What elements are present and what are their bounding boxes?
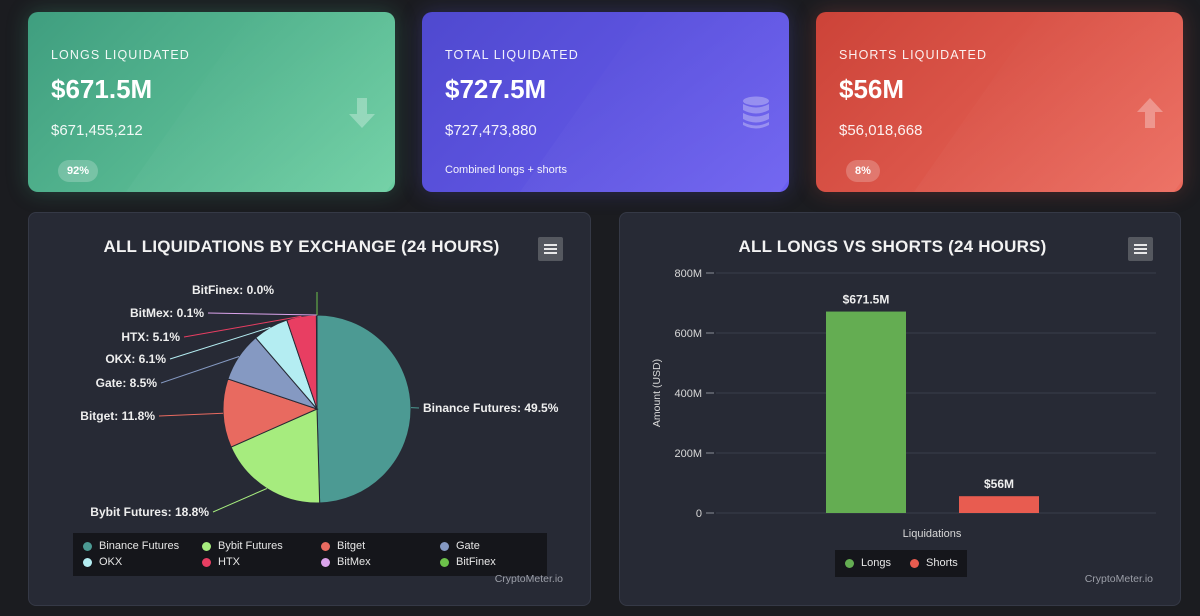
- menu-line: [544, 252, 557, 254]
- pie-connector-line: [212, 488, 268, 513]
- pie-data-label: BitFinex: 0.0%: [192, 283, 274, 297]
- pie-data-label: OKX: 6.1%: [105, 352, 166, 366]
- legend-marker: [910, 558, 919, 568]
- bar-data-label: $56M: [984, 477, 1014, 491]
- bar-data-label: $671.5M: [843, 293, 890, 307]
- pie-chart-menu-button[interactable]: [538, 237, 563, 261]
- legend-label: HTX: [218, 556, 240, 568]
- pie-legend: Binance Futures Bybit Futures Bitget Gate OK…: [73, 533, 547, 576]
- pie-connector-line: [169, 326, 271, 360]
- bar-legend: Longs Shorts: [835, 550, 967, 577]
- pie-connector-line: [158, 412, 224, 417]
- pie-connector-line: [207, 312, 317, 316]
- pie-data-label: Bybit Futures: 18.8%: [90, 505, 209, 519]
- shorts-card-value: $56M: [839, 74, 905, 104]
- longs-liquidated-card: LONGS LIQUIDATED $671.5M $671,455,212 92…: [28, 12, 395, 192]
- legend-item-bybit-futures[interactable]: Bybit Futures: [202, 540, 283, 552]
- menu-line: [1134, 252, 1147, 254]
- pie-data-label: Gate: 8.5%: [96, 376, 158, 390]
- pie-data-label: Bitget: 11.8%: [80, 409, 155, 423]
- pie-connector-line: [160, 356, 240, 384]
- shorts-percent-badge: 8%: [846, 160, 880, 182]
- total-card-label: TOTAL LIQUIDATED: [445, 48, 579, 62]
- legend-marker: [321, 557, 330, 567]
- legend-label: BitMex: [337, 556, 371, 568]
- legend-item-shorts[interactable]: Shorts: [910, 557, 958, 569]
- y-tick-label: 200M: [674, 448, 702, 460]
- legend-item-gate[interactable]: Gate: [440, 540, 480, 552]
- pie-slice-binance-futures[interactable]: [316, 314, 412, 504]
- legend-label: Gate: [456, 540, 480, 552]
- bar-chart: 0 200M 400M 600M 800M Amount (USD) Liquidation…: [651, 268, 1156, 540]
- legend-marker: [202, 557, 211, 567]
- database-icon: [743, 96, 769, 129]
- legend-marker: [202, 541, 211, 551]
- x-axis-label: Liquidations: [903, 528, 962, 540]
- pie-chart: Binance Futures: 49.5% Bybit Futures: 18.…: [80, 283, 559, 519]
- menu-line: [1134, 248, 1147, 250]
- pie-slice-bitget[interactable]: [222, 378, 319, 448]
- total-liquidated-card: TOTAL LIQUIDATED $727.5M $727,473,880 Co…: [422, 12, 789, 192]
- bar-shorts[interactable]: [959, 496, 1039, 513]
- legend-marker: [83, 541, 92, 551]
- legend-item-htx[interactable]: HTX: [202, 556, 240, 568]
- longs-card-value: $671.5M: [51, 74, 153, 104]
- legend-item-bitmex[interactable]: BitMex: [321, 556, 371, 568]
- legend-item-binance-futures[interactable]: Binance Futures: [83, 540, 179, 552]
- menu-line: [1134, 244, 1147, 246]
- bar-credit: CryptoMeter.io: [1084, 573, 1153, 585]
- legend-marker: [321, 541, 330, 551]
- bar-longs[interactable]: [826, 311, 906, 513]
- shorts-card-exact-value: $56,018,668: [839, 122, 923, 139]
- pie-data-label: HTX: 5.1%: [121, 330, 180, 344]
- arrow-down-icon: [349, 98, 375, 128]
- legend-label: Bybit Futures: [218, 540, 283, 552]
- legend-label: Longs: [861, 557, 891, 569]
- longs-shorts-bar-panel: ALL LONGS VS SHORTS (24 HOURS) 0 200M 400M…: [619, 212, 1181, 606]
- total-card-value: $727.5M: [445, 74, 547, 104]
- y-tick-label: 400M: [674, 388, 702, 400]
- total-card-exact-value: $727,473,880: [445, 122, 537, 139]
- pie-chart-title: ALL LIQUIDATIONS BY EXCHANGE (24 HOURS): [103, 237, 500, 256]
- longs-percent-badge: 92%: [58, 160, 99, 182]
- bar-chart-title: ALL LONGS VS SHORTS (24 HOURS): [738, 237, 1047, 256]
- pie-data-label: Binance Futures: 49.5%: [423, 401, 559, 415]
- pie-slice-bitmex[interactable]: [315, 314, 318, 410]
- pie-slice-bybit-futures[interactable]: [230, 408, 321, 504]
- pie-data-label: BitMex: 0.1%: [130, 306, 204, 320]
- longs-card-label: LONGS LIQUIDATED: [51, 48, 190, 62]
- total-card-note: Combined longs + shorts: [445, 164, 567, 176]
- menu-line: [544, 248, 557, 250]
- legend-marker: [440, 541, 449, 551]
- longs-card-exact-value: $671,455,212: [51, 122, 143, 139]
- menu-line: [544, 244, 557, 246]
- legend-marker: [83, 557, 92, 567]
- legend-label: Bitget: [337, 540, 366, 552]
- bar-chart-menu-button[interactable]: [1128, 237, 1153, 261]
- y-axis-label: Amount (USD): [651, 359, 663, 427]
- legend-item-bitfinex[interactable]: BitFinex: [440, 556, 496, 568]
- y-tick-label: 800M: [674, 268, 702, 280]
- shorts-card-label: SHORTS LIQUIDATED: [839, 48, 988, 62]
- shorts-liquidated-card: SHORTS LIQUIDATED $56M $56,018,668 8%: [816, 12, 1183, 192]
- exchange-pie-panel: ALL LIQUIDATIONS BY EXCHANGE (24 HOURS) …: [28, 212, 591, 606]
- legend-label: Shorts: [926, 557, 958, 569]
- pie-connector-line: [183, 315, 302, 338]
- legend-label: BitFinex: [456, 556, 496, 568]
- legend-item-longs[interactable]: Longs: [845, 557, 891, 569]
- legend-item-bitget[interactable]: Bitget: [321, 540, 365, 552]
- legend-item-okx[interactable]: OKX: [83, 556, 122, 568]
- legend-label: OKX: [99, 556, 123, 568]
- legend-marker: [845, 558, 854, 568]
- legend-marker: [440, 557, 449, 567]
- legend-label: Binance Futures: [99, 540, 180, 552]
- arrow-up-icon: [1137, 98, 1163, 128]
- y-tick-label: 600M: [674, 328, 702, 340]
- y-tick-label: 0: [696, 508, 702, 520]
- pie-credit: CryptoMeter.io: [494, 573, 563, 585]
